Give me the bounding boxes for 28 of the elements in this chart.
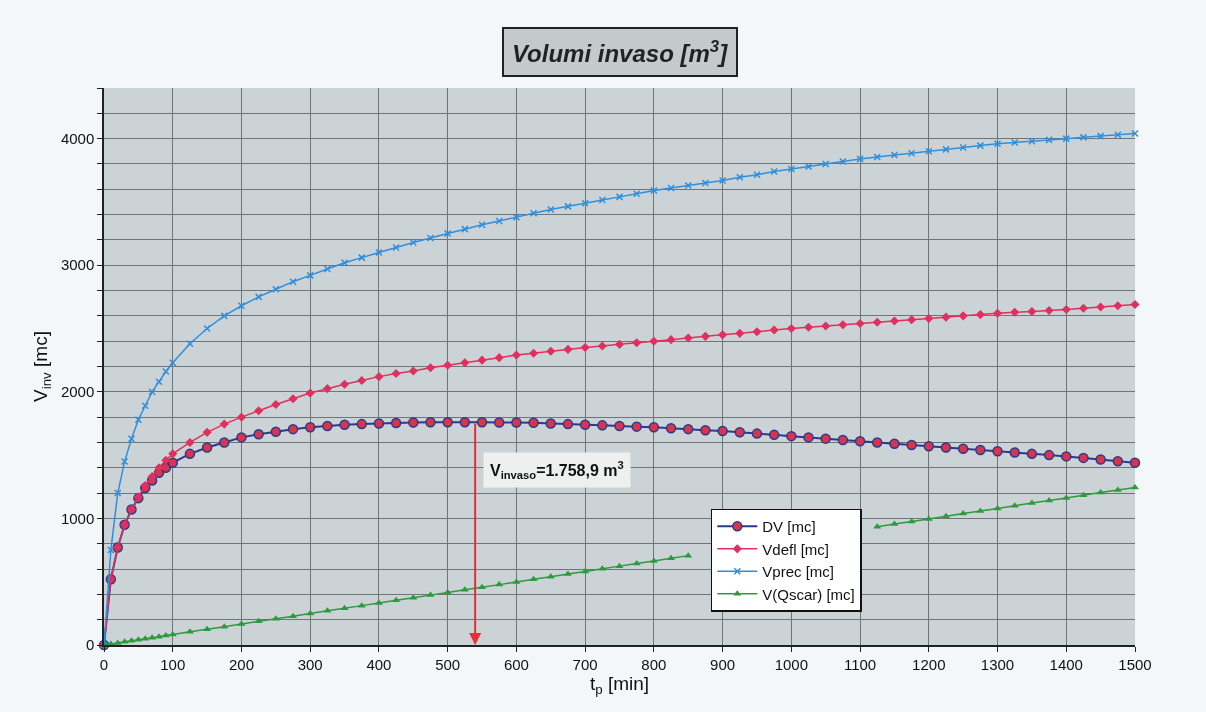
y-tick-label: 3000 <box>60 256 95 274</box>
x-tick-label: 1000 <box>774 655 809 673</box>
x-tick-label: 1200 <box>912 655 946 673</box>
y-tick-label: 2000 <box>60 383 95 401</box>
x-tick-label: 300 <box>297 655 323 673</box>
legend-label: Vdefl [mc] <box>762 540 829 558</box>
x-tick-label: 600 <box>503 655 529 673</box>
x-tick-label: 900 <box>710 655 736 673</box>
legend-label: DV [mc] <box>762 518 816 536</box>
x-tick-label: 1400 <box>1049 655 1083 673</box>
legend-label: Vprec [mc] <box>762 563 834 581</box>
annotation: V$_{invaso}$=1.758,9 m$^{3}$ <box>490 459 624 482</box>
legend-label: V(Qscar) [mc] <box>762 585 855 603</box>
y-tick-label: 4000 <box>60 129 95 147</box>
x-tick-label: 1300 <box>980 655 1015 673</box>
x-tick-label: 800 <box>641 655 667 673</box>
y-tick-label: 0 <box>85 636 95 654</box>
x-tick-label: 200 <box>228 655 254 673</box>
x-tick-label: 0 <box>99 655 109 673</box>
y-tick-label: 1000 <box>60 509 95 527</box>
x-tick-label: 1500 <box>1118 655 1152 673</box>
x-tick-label: 500 <box>435 655 461 673</box>
x-axis-title: t$_{p}$ [min] <box>589 672 650 697</box>
x-tick-label: 1100 <box>843 655 877 673</box>
chart-title: Volumi invaso [m$^{3}$] <box>512 37 729 68</box>
x-tick-label: 100 <box>160 655 186 673</box>
x-tick-label: 700 <box>572 655 598 673</box>
x-tick-label: 400 <box>366 655 392 673</box>
